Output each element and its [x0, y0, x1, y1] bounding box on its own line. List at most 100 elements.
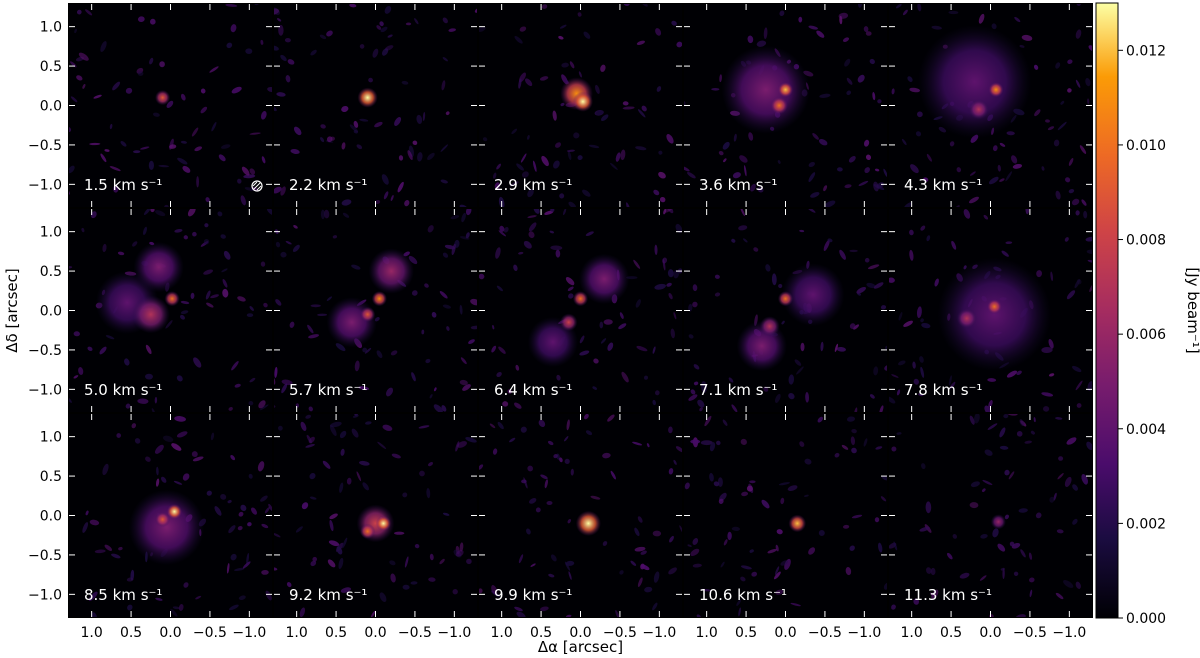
noise-speckle	[516, 611, 526, 618]
y-tick-label: 1.0	[40, 20, 62, 36]
noise-speckle	[774, 393, 781, 403]
noise-speckle	[429, 553, 434, 561]
noise-speckle	[85, 510, 89, 516]
noise-speckle	[1055, 62, 1061, 69]
noise-speckle	[448, 28, 456, 32]
noise-speckle	[323, 209, 330, 219]
noise-speckle	[1012, 163, 1023, 169]
panel-frame	[683, 413, 888, 618]
noise-speckle	[836, 346, 846, 352]
noise-speckle	[781, 320, 785, 325]
noise-speckle	[116, 433, 122, 438]
noise-speckle	[390, 194, 394, 202]
noise-speckle	[583, 31, 591, 39]
noise-speckle	[478, 26, 486, 32]
noise-speckle	[240, 195, 246, 206]
noise-speckle	[652, 602, 658, 611]
noise-speckle	[820, 341, 824, 352]
noise-speckle	[351, 264, 361, 270]
noise-speckle	[619, 312, 624, 319]
noise-speckle	[523, 240, 532, 249]
noise-speckle	[405, 22, 412, 26]
noise-speckle	[867, 264, 880, 270]
noise-speckle	[675, 446, 683, 453]
noise-speckle	[670, 328, 675, 339]
channel-panels: 1.5 km s⁻¹ 2.2 km s⁻¹ 2.9 km s⁻¹ 3.6 km s⁻¹…	[68, 3, 1093, 618]
noise-speckle	[816, 30, 825, 38]
noise-speckle	[450, 215, 460, 220]
noise-speckle	[277, 18, 282, 22]
noise-speckle	[210, 294, 220, 299]
noise-speckle	[1006, 131, 1015, 136]
noise-speckle	[767, 548, 777, 554]
axes-labels: 1.0 0.5 0.0 −0.5 −1.0 1.0 0.5 0.0 −0.5 −1.0 1.0 0.5…	[3, 20, 1086, 656]
noise-speckle	[565, 277, 575, 286]
x-tick-label: 0.5	[530, 625, 552, 641]
noise-speckle	[205, 197, 210, 203]
noise-speckle	[1068, 188, 1075, 194]
emission-blob	[357, 87, 378, 108]
noise-speckle	[137, 71, 144, 76]
y-tick-label: 0.5	[40, 59, 62, 75]
noise-speckle	[872, 92, 876, 101]
noise-speckle	[846, 416, 856, 422]
noise-speckle	[312, 556, 318, 562]
noise-speckle	[666, 134, 674, 144]
panel-background	[683, 208, 888, 413]
noise-speckle	[191, 451, 198, 458]
noise-speckle	[849, 323, 856, 329]
panel-frame	[888, 3, 1093, 208]
panel-frame	[68, 413, 273, 618]
noise-speckle	[880, 496, 887, 502]
noise-speckle	[89, 142, 101, 146]
noise-speckle	[174, 229, 183, 233]
velocity-label: 8.5 km s⁻¹	[84, 586, 162, 604]
noise-speckle	[172, 606, 180, 610]
noise-speckle	[226, 562, 230, 574]
noise-speckle	[382, 424, 393, 431]
noise-speckle	[1072, 484, 1079, 491]
noise-speckle	[798, 16, 803, 23]
colorbar-tick-label: 0.006	[1126, 327, 1166, 343]
noise-speckle	[1028, 552, 1033, 560]
noise-speckle	[999, 142, 1006, 147]
noise-speckle	[514, 606, 523, 612]
x-tick-label: −1.0	[437, 625, 471, 641]
noise-speckle	[568, 571, 572, 580]
noise-speckle	[200, 88, 206, 94]
noise-speckle	[888, 277, 895, 283]
noise-speckle	[203, 238, 210, 245]
noise-speckle	[526, 528, 531, 535]
noise-speckle	[358, 460, 370, 466]
noise-speckle	[222, 278, 228, 288]
noise-speckle	[808, 25, 818, 30]
noise-speckle	[732, 172, 741, 179]
noise-speckle	[511, 128, 518, 135]
x-tick-label: 0.0	[364, 625, 386, 641]
noise-speckle	[1063, 580, 1074, 588]
noise-speckle	[364, 347, 372, 354]
noise-speckle	[926, 153, 933, 162]
noise-speckle	[777, 160, 781, 164]
colorbar: 0.000 0.002 0.004 0.006 0.008 0.010 0.012 [Jy b…	[1095, 2, 1200, 627]
noise-speckle	[539, 76, 549, 81]
noise-speckle	[346, 477, 352, 485]
noise-speckle	[654, 283, 667, 290]
noise-speckle	[956, 167, 962, 173]
noise-speckle	[633, 259, 641, 269]
noise-speckle	[834, 452, 840, 458]
emission-blob	[968, 99, 989, 120]
noise-speckle	[553, 454, 558, 459]
noise-speckle	[949, 381, 956, 390]
noise-speckle	[259, 404, 269, 411]
noise-speckle	[564, 561, 571, 571]
noise-speckle	[246, 552, 250, 565]
noise-speckle	[1048, 338, 1054, 349]
emission-blob	[917, 25, 1032, 139]
noise-speckle	[622, 106, 635, 110]
colorbar-gradient	[1095, 2, 1119, 619]
noise-speckle	[856, 286, 867, 294]
noise-speckle	[178, 604, 184, 611]
y-tick-label: 0.5	[40, 264, 62, 280]
noise-speckle	[320, 137, 325, 143]
